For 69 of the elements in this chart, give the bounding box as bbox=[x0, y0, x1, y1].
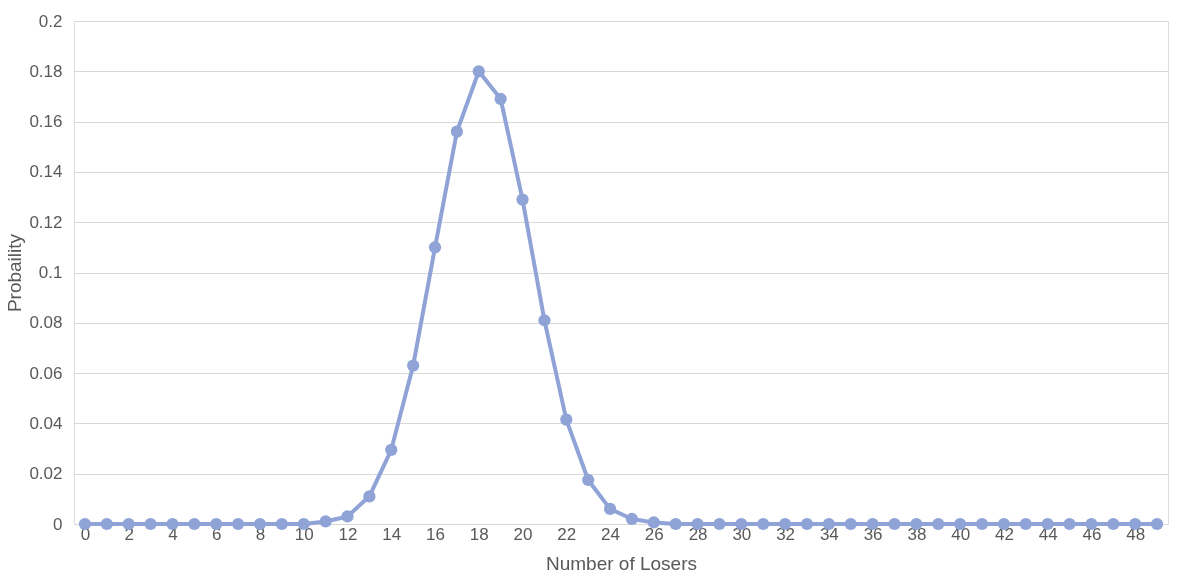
point bbox=[669, 517, 682, 531]
x-tick-label: 16 bbox=[426, 524, 445, 544]
point bbox=[1019, 517, 1032, 531]
y-axis-title: Probaility bbox=[4, 233, 26, 313]
x-tick-label: 12 bbox=[338, 524, 358, 544]
x-tick-label: 38 bbox=[907, 524, 927, 544]
point bbox=[516, 193, 529, 206]
point bbox=[494, 92, 507, 106]
x-tick-label: 36 bbox=[863, 524, 883, 544]
y-tick-label: 0.14 bbox=[29, 162, 63, 182]
x-tick-label: 34 bbox=[819, 524, 839, 544]
x-tick-label: 46 bbox=[1082, 524, 1102, 544]
x-tick-label: 24 bbox=[601, 524, 621, 544]
x-tick-label: 48 bbox=[1126, 524, 1146, 544]
x-tick-label: 10 bbox=[294, 524, 314, 544]
point bbox=[1063, 517, 1076, 531]
y-tick-label: 0.04 bbox=[29, 413, 63, 433]
x-tick-label: 42 bbox=[994, 524, 1014, 544]
x-tick-label: 20 bbox=[513, 524, 533, 544]
point bbox=[100, 517, 113, 531]
x-tick-label: 30 bbox=[732, 524, 752, 544]
point bbox=[188, 517, 201, 531]
point bbox=[647, 516, 660, 529]
x-tick-label: 26 bbox=[644, 524, 664, 544]
point bbox=[144, 517, 157, 531]
point bbox=[844, 517, 857, 531]
x-tick-label: 22 bbox=[557, 524, 577, 544]
point bbox=[800, 517, 814, 531]
y-tick-label: 0.08 bbox=[29, 313, 63, 333]
y-tick-label: 0.1 bbox=[38, 263, 63, 282]
point bbox=[275, 517, 288, 531]
y-tick-label: 0.06 bbox=[29, 363, 63, 383]
point bbox=[122, 517, 135, 531]
point bbox=[757, 517, 770, 531]
point bbox=[319, 515, 332, 528]
point bbox=[407, 359, 420, 372]
point bbox=[625, 512, 639, 526]
point bbox=[341, 510, 354, 523]
point bbox=[253, 517, 267, 531]
point bbox=[1107, 517, 1120, 531]
point bbox=[713, 517, 726, 531]
point bbox=[78, 517, 92, 531]
y-tick-label: 0.18 bbox=[29, 61, 63, 81]
y-tick-label: 0.02 bbox=[29, 464, 63, 484]
point bbox=[560, 413, 573, 426]
y-tick-label: 0.12 bbox=[29, 212, 63, 232]
point bbox=[385, 443, 398, 456]
point bbox=[363, 490, 376, 503]
point bbox=[472, 65, 485, 78]
x-tick-label: 28 bbox=[688, 524, 708, 544]
x-tick-label: 18 bbox=[469, 524, 489, 544]
point bbox=[975, 517, 989, 531]
point bbox=[603, 502, 617, 516]
point bbox=[888, 517, 901, 531]
y-tick-label: 0.2 bbox=[38, 11, 63, 31]
x-axis-title: Number of Losers bbox=[545, 552, 698, 574]
x-tick-label: 40 bbox=[951, 524, 971, 544]
x-tick-label: 32 bbox=[776, 524, 796, 544]
point bbox=[538, 314, 551, 327]
y-tick-label: 0.16 bbox=[29, 112, 63, 132]
x-tick-label: 44 bbox=[1038, 524, 1058, 544]
x-tick-label: 14 bbox=[382, 524, 402, 544]
point bbox=[932, 517, 945, 531]
point bbox=[582, 473, 595, 487]
point bbox=[450, 125, 464, 138]
point bbox=[428, 241, 442, 254]
point bbox=[231, 517, 245, 531]
point bbox=[210, 517, 223, 531]
point bbox=[1150, 517, 1164, 531]
